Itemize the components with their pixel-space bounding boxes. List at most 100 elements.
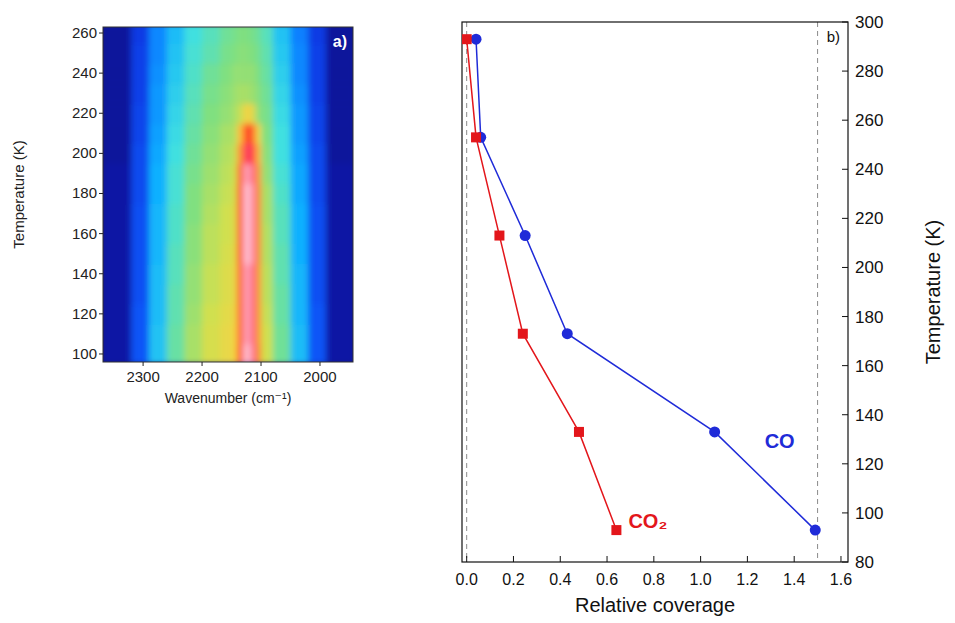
heat-cell — [237, 284, 243, 305]
heat-cell — [249, 143, 255, 164]
heat-cell — [308, 183, 326, 204]
marker — [518, 329, 528, 339]
heat-cell — [167, 324, 185, 345]
heat-cell — [326, 224, 353, 245]
y-tick-label: 280 — [855, 62, 883, 81]
heat-cell — [167, 43, 185, 64]
heat-cell — [184, 103, 202, 124]
heat-cell — [237, 83, 243, 104]
heat-cell — [103, 103, 132, 124]
heat-cell — [243, 43, 249, 64]
heat-cell — [131, 163, 149, 184]
heat-cell — [243, 244, 249, 265]
y-tick — [842, 463, 848, 464]
heat-cell — [291, 143, 309, 164]
heat-cell — [237, 204, 243, 225]
heat-cell — [273, 83, 291, 104]
heat-cell — [243, 103, 249, 124]
y-tick — [842, 120, 848, 121]
x-tick-label: 0.0 — [456, 571, 478, 588]
reference-line — [466, 22, 467, 562]
heatmap-cells — [103, 27, 353, 362]
heat-cell — [220, 123, 232, 144]
x-tick — [653, 556, 654, 562]
heat-cell — [237, 43, 243, 64]
heat-cell — [308, 163, 326, 184]
heat-cell — [261, 324, 273, 345]
heat-cell — [249, 304, 255, 325]
heat-cell — [308, 264, 326, 285]
y-tick — [99, 273, 103, 274]
heat-cell — [232, 143, 238, 164]
heat-cell — [149, 244, 167, 265]
series-label: CO — [765, 430, 795, 452]
heat-cell — [249, 163, 255, 184]
heat-cell — [103, 264, 132, 285]
heat-cell — [149, 103, 167, 124]
heat-cell — [255, 264, 261, 285]
heat-cell — [273, 284, 291, 305]
marker — [611, 525, 621, 535]
heat-cell — [131, 183, 149, 204]
x-tick — [143, 362, 144, 366]
heat-cell — [273, 103, 291, 124]
heat-cell — [261, 224, 273, 245]
heat-cell — [103, 163, 132, 184]
heat-cell — [149, 43, 167, 64]
heat-cell — [261, 304, 273, 325]
y-tick — [842, 562, 848, 563]
plot-frame — [103, 27, 353, 362]
heat-cell — [232, 163, 238, 184]
heat-cell — [220, 83, 232, 104]
x-tick-label: 2300 — [126, 368, 159, 385]
heat-cell — [103, 344, 132, 362]
heat-cell — [237, 103, 243, 124]
x-tick — [840, 556, 841, 562]
heat-cell — [237, 344, 243, 362]
heat-cell — [261, 183, 273, 204]
heat-cell — [308, 43, 326, 64]
heat-cell — [184, 304, 202, 325]
series-area — [462, 34, 821, 536]
heat-cell — [232, 83, 238, 104]
x-tick — [513, 556, 514, 562]
heat-cell — [232, 324, 238, 345]
heat-cell — [103, 284, 132, 305]
heat-cell — [167, 183, 185, 204]
heat-cell — [237, 244, 243, 265]
heat-cell — [249, 224, 255, 245]
heat-cell — [202, 304, 220, 325]
heat-cell — [291, 224, 309, 245]
heat-cell — [326, 143, 353, 164]
y-tick — [842, 267, 848, 268]
heat-cell — [326, 284, 353, 305]
marker — [574, 427, 584, 437]
heat-cell — [167, 83, 185, 104]
heat-cell — [202, 264, 220, 285]
heat-cell — [255, 324, 261, 345]
heat-cell — [243, 183, 249, 204]
heat-cell — [261, 264, 273, 285]
x-tick — [202, 362, 203, 366]
heat-cell — [255, 163, 261, 184]
heat-cell — [184, 143, 202, 164]
heat-cell — [255, 123, 261, 144]
heat-cell — [184, 344, 202, 362]
x-tick — [319, 362, 320, 366]
x-axis-title: Relative coverage — [575, 594, 735, 616]
heat-cell — [255, 63, 261, 84]
heat-cell — [149, 304, 167, 325]
y-tick — [99, 73, 103, 74]
heat-cell — [308, 83, 326, 104]
heat-cell — [291, 304, 309, 325]
heat-cell — [149, 224, 167, 245]
heat-cell — [249, 103, 255, 124]
y-tick — [842, 22, 848, 23]
heat-cell — [291, 344, 309, 362]
heat-cell — [131, 344, 149, 362]
y-tick — [842, 512, 848, 513]
x-tick — [261, 362, 262, 366]
heat-cell — [202, 204, 220, 225]
heat-cell — [243, 204, 249, 225]
heat-cell — [249, 63, 255, 84]
